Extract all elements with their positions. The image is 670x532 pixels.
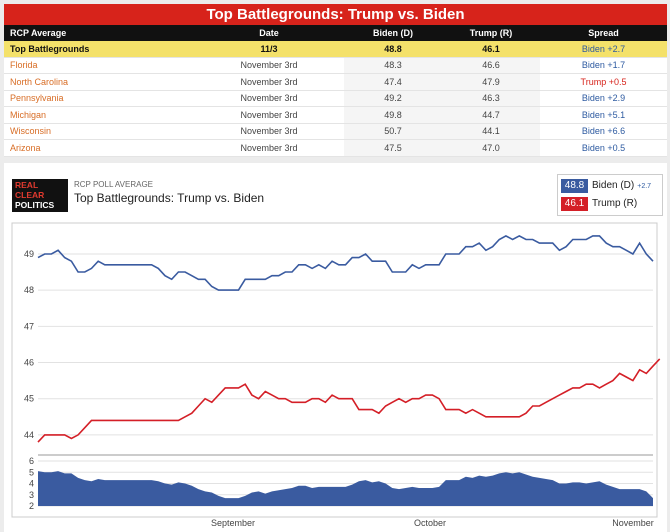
table-row: Pennsylvania November 3rd 49.2 46.3 Bide…	[4, 90, 667, 107]
spread-y-tick-label: 5	[29, 467, 34, 477]
plot-frame	[11, 222, 658, 518]
trump-value: 44.7	[442, 106, 540, 124]
y-tick-label: 49	[24, 249, 34, 259]
y-tick-label: 48	[24, 285, 34, 295]
trump-value: 44.1	[442, 123, 540, 140]
series-line-trump	[37, 358, 661, 443]
spread-y-tick-label: 2	[29, 501, 34, 511]
spread-area	[38, 471, 653, 506]
col-header-trump[interactable]: Trump (R)	[442, 25, 540, 41]
biden-value: 47.5	[344, 139, 442, 157]
spread-y-tick-label: 4	[29, 479, 34, 489]
table-title: Top Battlegrounds: Trump vs. Biden	[4, 4, 667, 25]
polls-table: RCP Average Date Biden (D) Trump (R) Spr…	[4, 25, 667, 157]
poll-date: November 3rd	[194, 73, 344, 91]
x-tick-label: November	[612, 518, 654, 528]
average-spread: Biden +2.7	[540, 41, 667, 58]
biden-value: 49.2	[344, 90, 442, 107]
legend-biden-name: Biden (D)	[592, 180, 635, 191]
col-header-spread[interactable]: Spread	[540, 25, 667, 41]
table-header-row: RCP Average Date Biden (D) Trump (R) Spr…	[4, 25, 667, 41]
rcp-logo: REAL CLEAR POLITICS	[12, 179, 68, 212]
y-tick-label: 45	[24, 394, 34, 404]
legend-trump-value: 46.1	[561, 197, 588, 211]
chart-title: Top Battlegrounds: Trump vs. Biden	[74, 191, 265, 205]
poll-date: November 3rd	[194, 57, 344, 74]
col-header-date[interactable]: Date	[194, 25, 344, 41]
poll-date: November 3rd	[194, 106, 344, 124]
logo-line-2: CLEAR	[15, 190, 45, 200]
trump-value: 46.6	[442, 57, 540, 74]
spread-y-tick-label: 6	[29, 456, 34, 466]
logo-line-3: POLITICS	[15, 200, 55, 210]
trump-value: 47.0	[442, 139, 540, 157]
average-trump: 46.1	[442, 41, 540, 58]
average-biden: 48.8	[344, 41, 442, 58]
table-row: Wisconsin November 3rd 50.7 44.1 Biden +…	[4, 123, 667, 140]
spread-value: Trump +0.5	[540, 73, 667, 91]
y-tick-label: 47	[24, 321, 34, 331]
spread-value: Biden +1.7	[540, 57, 667, 74]
legend-biden-spread: +2.7	[637, 183, 652, 190]
y-tick-label: 44	[24, 430, 34, 440]
legend-item-trump[interactable]: 46.1 Trump (R)	[561, 197, 637, 211]
poll-chart-card: REAL CLEAR POLITICS RCP POLL AVERAGE Top…	[4, 163, 667, 532]
spread-value: Biden +2.9	[540, 90, 667, 107]
trump-value: 47.9	[442, 73, 540, 91]
chart-kicker: RCP POLL AVERAGE	[74, 180, 153, 189]
legend-trump-name: Trump (R)	[592, 198, 638, 209]
legend-biden-value: 48.8	[561, 179, 588, 193]
chart-legend: 48.8 Biden (D) +2.7 46.1 Trump (R)	[557, 174, 663, 216]
battlegrounds-table: Top Battlegrounds: Trump vs. Biden RCP A…	[4, 4, 667, 157]
trump-value: 46.3	[442, 90, 540, 107]
col-header-rcp-average[interactable]: RCP Average	[4, 25, 194, 41]
x-tick-label: September	[211, 518, 255, 528]
x-tick-label: October	[414, 518, 446, 528]
table-row: Arizona November 3rd 47.5 47.0 Biden +0.…	[4, 139, 667, 157]
state-link[interactable]: North Carolina	[4, 73, 194, 91]
state-link[interactable]: Wisconsin	[4, 123, 194, 140]
poll-date: November 3rd	[194, 90, 344, 107]
spread-value: Biden +6.6	[540, 123, 667, 140]
biden-value: 49.8	[344, 106, 442, 124]
state-link[interactable]: Arizona	[4, 139, 194, 157]
y-tick-label: 46	[24, 358, 34, 368]
poll-date: November 3rd	[194, 123, 344, 140]
table-row: North Carolina November 3rd 47.4 47.9 Tr…	[4, 73, 667, 91]
table-row: Michigan November 3rd 49.8 44.7 Biden +5…	[4, 106, 667, 124]
biden-value: 48.3	[344, 57, 442, 74]
table-row: Florida November 3rd 48.3 46.6 Biden +1.…	[4, 57, 667, 74]
spread-value: Biden +5.1	[540, 106, 667, 124]
state-link[interactable]: Michigan	[4, 106, 194, 124]
average-row: Top Battlegrounds 11/3 48.8 46.1 Biden +…	[4, 41, 667, 58]
poll-date: November 3rd	[194, 139, 344, 157]
state-link[interactable]: Pennsylvania	[4, 90, 194, 107]
col-header-biden[interactable]: Biden (D)	[344, 25, 442, 41]
biden-value: 50.7	[344, 123, 442, 140]
spread-value: Biden +0.5	[540, 139, 667, 157]
spread-y-tick-label: 3	[29, 490, 34, 500]
average-date: 11/3	[194, 41, 344, 58]
state-link[interactable]: Florida	[4, 57, 194, 74]
biden-value: 47.4	[344, 73, 442, 91]
series-line-biden	[37, 234, 654, 291]
average-label[interactable]: Top Battlegrounds	[4, 41, 194, 58]
logo-line-1: REAL	[15, 180, 39, 190]
legend-item-biden[interactable]: 48.8 Biden (D) +2.7	[561, 179, 651, 193]
